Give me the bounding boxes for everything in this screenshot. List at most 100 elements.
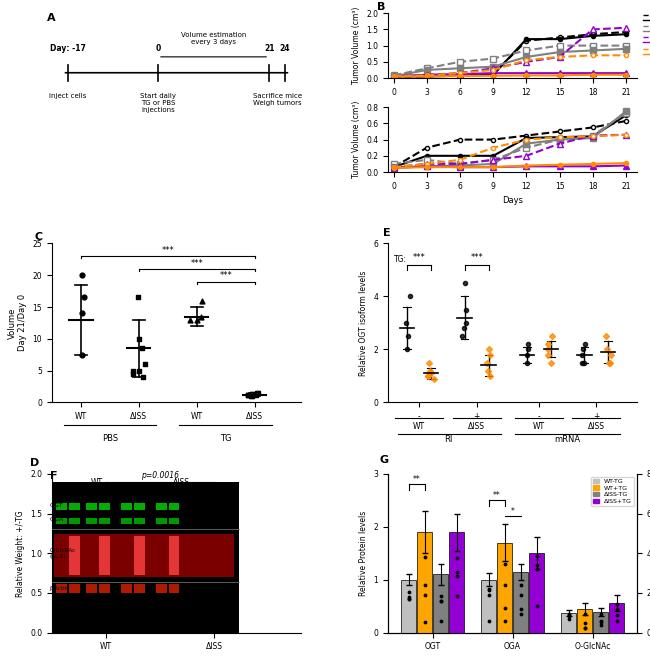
Point — [403, 591, 413, 602]
Text: Sacrifice mice
Weigh tumors: Sacrifice mice Weigh tumors — [253, 93, 302, 105]
Point — [579, 617, 590, 628]
FancyBboxPatch shape — [168, 503, 179, 510]
Point — [134, 365, 144, 376]
Point — [202, 584, 213, 594]
Text: D: D — [31, 458, 40, 468]
Point — [403, 594, 413, 604]
Point — [612, 610, 622, 621]
Bar — [497, 542, 512, 633]
Point — [451, 553, 462, 563]
Text: 21: 21 — [264, 44, 274, 53]
Text: O-GlcNAc
(RL-2): O-GlcNAc (RL-2) — [49, 548, 75, 559]
Point — [222, 592, 232, 602]
Point — [208, 600, 218, 610]
Point — [243, 390, 254, 401]
Text: β-Actin: β-Actin — [49, 586, 69, 590]
Text: TG:: TG: — [394, 255, 407, 264]
Point — [140, 359, 151, 370]
Point — [485, 370, 495, 381]
Point — [245, 391, 255, 401]
Text: +: + — [72, 494, 77, 499]
Bar — [401, 580, 416, 633]
Text: 24: 24 — [280, 44, 291, 53]
Point — [577, 349, 587, 360]
Point — [246, 389, 257, 399]
Point — [612, 604, 622, 614]
FancyBboxPatch shape — [156, 584, 167, 593]
X-axis label: Days: Days — [502, 196, 523, 206]
Text: F: F — [49, 471, 57, 480]
Text: -: - — [125, 494, 127, 499]
Point — [128, 368, 138, 379]
FancyBboxPatch shape — [121, 584, 132, 593]
Point — [579, 609, 590, 619]
Point — [523, 344, 533, 355]
Text: ΔISS: ΔISS — [588, 422, 604, 431]
Point — [482, 357, 492, 368]
Point — [484, 585, 494, 596]
Point — [457, 331, 467, 341]
Point — [531, 563, 541, 574]
Point — [251, 390, 261, 401]
Point — [436, 590, 446, 601]
Point — [564, 609, 574, 619]
Text: +: + — [102, 494, 107, 499]
FancyBboxPatch shape — [57, 584, 68, 593]
Point — [604, 357, 614, 368]
Text: p=0.0016: p=0.0016 — [141, 471, 179, 480]
Point — [102, 560, 112, 571]
Point — [579, 357, 590, 368]
Text: ***: *** — [470, 253, 483, 262]
Point — [426, 368, 437, 378]
Point — [218, 576, 228, 587]
Point — [485, 349, 495, 360]
Text: #14: #14 — [126, 489, 140, 494]
Point — [103, 492, 114, 503]
Point — [579, 623, 590, 633]
FancyBboxPatch shape — [121, 518, 132, 524]
Point — [564, 614, 574, 625]
Text: +: + — [136, 494, 142, 499]
Y-axis label: Volume
Day 21/Day 0: Volume Day 21/Day 0 — [8, 295, 27, 351]
Point — [515, 590, 526, 600]
Text: P: P — [66, 489, 70, 494]
Point — [243, 389, 254, 400]
Point — [531, 550, 541, 561]
Text: PBS: PBS — [102, 434, 118, 443]
Point — [451, 571, 462, 581]
Point — [459, 323, 469, 333]
Bar — [417, 532, 432, 633]
Point — [221, 572, 231, 583]
Y-axis label: Relative OGT isoform levels: Relative OGT isoform levels — [359, 270, 368, 376]
Point — [419, 579, 430, 590]
Point — [419, 617, 430, 627]
Point — [578, 344, 588, 355]
Text: WT: WT — [91, 478, 103, 487]
Text: +: + — [172, 494, 176, 499]
FancyBboxPatch shape — [121, 503, 132, 510]
FancyBboxPatch shape — [86, 503, 98, 510]
Point — [577, 357, 587, 368]
Text: ΔISS: ΔISS — [173, 478, 190, 487]
Text: OGA: OGA — [49, 517, 64, 523]
FancyBboxPatch shape — [156, 503, 167, 510]
Point — [595, 620, 606, 631]
Bar — [514, 572, 528, 633]
Point — [499, 580, 510, 590]
Point — [523, 339, 533, 349]
FancyBboxPatch shape — [134, 518, 144, 524]
Y-axis label: Tumor Volume (cm³): Tumor Volume (cm³) — [352, 101, 361, 179]
Point — [107, 512, 117, 523]
Bar — [449, 532, 463, 633]
Point — [212, 580, 222, 590]
Point — [425, 365, 436, 376]
Text: RI: RI — [444, 435, 452, 444]
Point — [531, 560, 541, 571]
Bar — [562, 613, 576, 633]
Point — [423, 370, 434, 381]
Text: WT: WT — [413, 422, 425, 431]
Legend: WT-TG, WT+TG, ΔISS-TG, ΔISS+TG: WT-TG, WT+TG, ΔISS-TG, ΔISS+TG — [591, 477, 634, 506]
FancyBboxPatch shape — [52, 482, 239, 633]
Text: ***: *** — [413, 253, 426, 262]
Text: C: C — [34, 233, 43, 243]
